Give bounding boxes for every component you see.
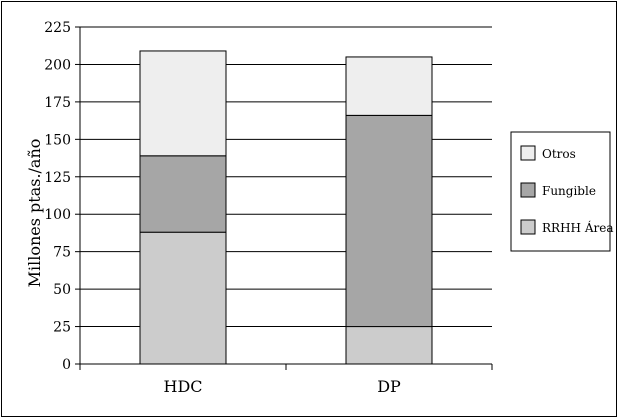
legend-swatch: [520, 182, 536, 198]
x-tick-labels: HDC DP: [163, 377, 401, 396]
bar-segment-dp-rrhh-área: [345, 326, 433, 365]
bar-segment-dp-fungible: [345, 114, 433, 328]
bar-segment-hdc-fungible: [139, 155, 227, 233]
legend-swatch: [520, 145, 536, 161]
y-tick-label: 225: [44, 20, 71, 36]
y-tick-label: 50: [53, 282, 71, 298]
legend: Otros Fungible RRHH Área: [510, 131, 613, 252]
y-tick-label: 0: [62, 357, 71, 373]
y-tick-label: 150: [44, 132, 71, 148]
legend-label: Fungible: [542, 184, 596, 198]
y-tick-label: 75: [53, 245, 71, 261]
bar-segment-hdc-rrhh-área: [139, 231, 227, 365]
axes: [75, 26, 493, 370]
y-tick-label: 25: [53, 320, 71, 336]
x-tick-label: HDC: [163, 377, 202, 396]
y-tick-label: 100: [44, 207, 71, 223]
bar-segment-hdc-otros: [139, 50, 227, 157]
y-tick-labels: 0 25 50 75 100 125 150 175 200 225: [44, 20, 71, 373]
legend-label: Otros: [542, 147, 576, 161]
x-tick-label: DP: [377, 377, 401, 396]
y-axis-title: Millones ptas./año: [25, 139, 44, 288]
bars: [139, 50, 433, 365]
y-tick-label: 200: [44, 57, 71, 73]
legend-label: RRHH Área: [542, 220, 613, 235]
y-tick-label: 175: [44, 95, 71, 111]
y-tick-label: 125: [44, 170, 71, 186]
legend-swatch: [520, 219, 536, 235]
bar-segment-dp-otros: [345, 56, 433, 116]
